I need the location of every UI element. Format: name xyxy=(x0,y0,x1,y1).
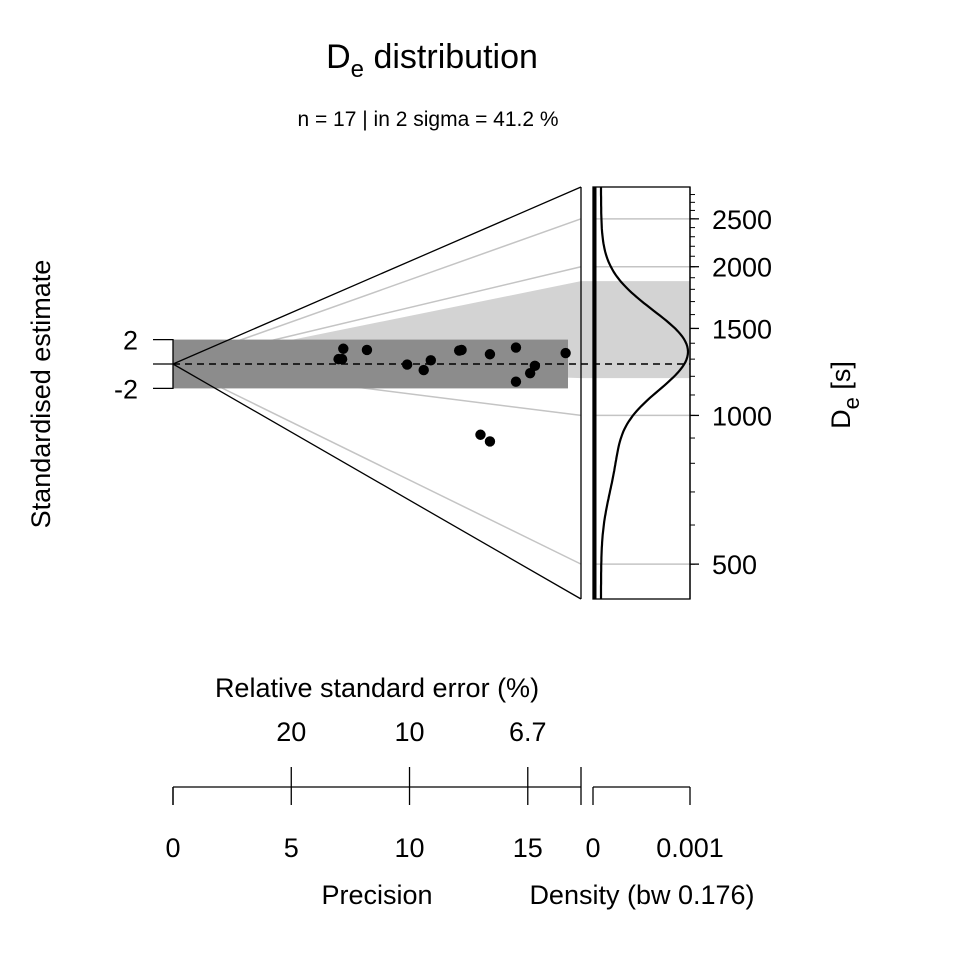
data-point xyxy=(560,347,571,359)
data-point xyxy=(510,376,522,387)
precision-tick-label: 5 xyxy=(284,833,299,863)
density-axis-label: Density (bw 0.176) xyxy=(529,880,754,910)
z-axis: 2500 2000 1500 1000 500 xyxy=(689,187,772,599)
data-point xyxy=(456,344,467,356)
rse-tick-label: 6.7 xyxy=(509,717,547,747)
data-point xyxy=(418,364,429,376)
z-axis-label: De [s] xyxy=(826,361,864,429)
density-box xyxy=(592,186,691,600)
x-axes: 0 5 10 15 20 10 6.7 0 0.001 xyxy=(165,717,723,863)
z-tick-label: 2000 xyxy=(712,253,772,283)
chart-title: De distribution xyxy=(326,38,538,83)
density-tick-label: 0.001 xyxy=(656,833,724,863)
plot-frame xyxy=(172,186,691,600)
data-point xyxy=(361,344,373,356)
density-curve xyxy=(599,187,690,599)
data-point xyxy=(510,342,522,353)
rse-tick-label: 20 xyxy=(276,717,306,747)
data-point xyxy=(401,359,413,370)
precision-axis-label: Precision xyxy=(321,880,432,910)
precision-tick-label: 10 xyxy=(394,833,424,863)
z-tick-label: 500 xyxy=(712,550,757,580)
density-tick-label: 0 xyxy=(585,833,600,863)
z-tick-label: 1500 xyxy=(712,314,772,344)
data-point xyxy=(484,436,496,447)
rse-tick-label: 10 xyxy=(394,717,424,747)
y-tick-label: -2 xyxy=(114,374,138,404)
data-point xyxy=(336,353,348,365)
z-tick-label: 1000 xyxy=(712,401,772,431)
data-point xyxy=(475,429,486,440)
data-point xyxy=(524,367,536,379)
data-point xyxy=(338,343,349,354)
frame-ray-bottom xyxy=(172,363,582,600)
bands xyxy=(173,281,690,389)
chart-subtitle: n = 17 | in 2 sigma = 41.2 % xyxy=(297,108,558,131)
density-panel xyxy=(599,187,690,599)
precision-tick-label: 15 xyxy=(513,833,543,863)
y-axis-label: Standardised estimate xyxy=(26,260,56,529)
y-axis: 2 -2 xyxy=(114,326,174,404)
precision-tick-label: 0 xyxy=(165,833,180,863)
frame-ray-top xyxy=(172,186,582,365)
data-point xyxy=(484,349,496,360)
z-grid-ray xyxy=(172,363,582,565)
data-point xyxy=(425,355,437,366)
y-tick-label: 2 xyxy=(123,326,138,356)
data-points xyxy=(333,342,571,447)
rse-axis-label: Relative standard error (%) xyxy=(215,673,539,703)
z-tick-label: 2500 xyxy=(712,205,772,235)
